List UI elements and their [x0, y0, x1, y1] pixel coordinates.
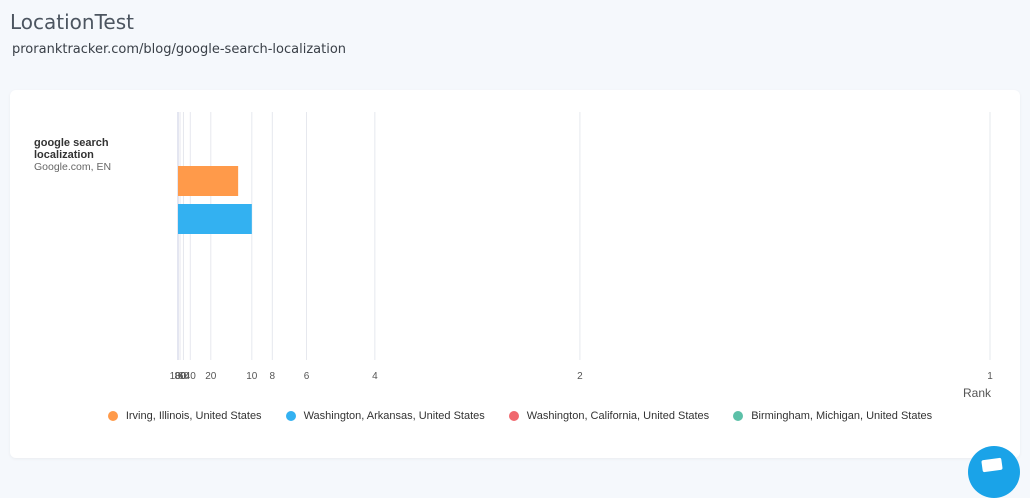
- legend-item[interactable]: Washington, California, United States: [508, 410, 710, 422]
- x-tick-label: 1: [987, 371, 993, 382]
- legend-dot: [107, 411, 118, 421]
- x-tick-label: 6: [304, 371, 310, 382]
- chart-bars: [178, 166, 252, 234]
- chart-legend: Irving, Illinois, United States Washingt…: [0, 410, 1030, 422]
- x-tick-label: 40: [185, 371, 197, 382]
- x-tick-label: 80: [174, 371, 186, 382]
- keyword-label: google search localization Google.com, E…: [34, 137, 169, 173]
- x-tick-label: 60: [178, 371, 190, 382]
- legend-item[interactable]: Washington, Arkansas, United States: [285, 410, 485, 422]
- legend-item[interactable]: Birmingham, Michigan, United States: [733, 410, 932, 422]
- page-url: proranktracker.com/blog/google-search-lo…: [12, 42, 347, 57]
- x-tick-label: 100: [170, 371, 187, 382]
- x-tick-label: 4: [372, 371, 378, 382]
- x-tick-label: 8: [270, 371, 276, 382]
- legend-label: Washington, California, United States: [526, 410, 710, 422]
- keyword-engine: Google.com, EN: [34, 161, 112, 173]
- legend-label: Washington, Arkansas, United States: [303, 410, 485, 422]
- legend-item[interactable]: Irving, Illinois, United States: [107, 410, 262, 422]
- x-tick-label: 20: [205, 371, 217, 382]
- x-axis-title: Rank: [963, 386, 992, 400]
- x-tick-label: 10: [246, 371, 258, 382]
- legend-dot: [733, 411, 744, 421]
- bar[interactable]: [178, 204, 252, 234]
- chat-widget-button[interactable]: [968, 446, 1020, 498]
- page-title: LocationTest: [10, 10, 134, 34]
- legend-label: Irving, Illinois, United States: [125, 410, 262, 422]
- grid-lines: [177, 112, 991, 360]
- legend-label: Birmingham, Michigan, United States: [751, 410, 933, 422]
- keyword-name: google search localization: [34, 137, 109, 161]
- x-tick-label: 2: [577, 371, 583, 382]
- legend-dot: [508, 411, 519, 421]
- legend-dot: [285, 411, 296, 421]
- bar[interactable]: [178, 166, 239, 196]
